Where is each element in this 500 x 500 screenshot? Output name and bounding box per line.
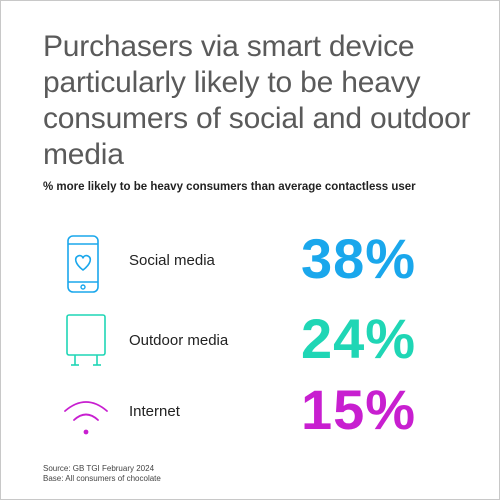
smartphone-heart-icon xyxy=(61,234,105,301)
source-line: Source: GB TGI February 2024 xyxy=(43,464,155,473)
base-line: Base: All consumers of chocolate xyxy=(43,474,161,483)
row-value: 24% xyxy=(301,307,417,370)
row-label: Outdoor media xyxy=(129,332,229,349)
row-outdoor-media: Outdoor media 24% xyxy=(1,306,500,376)
row-internet: Internet 15% xyxy=(1,378,500,451)
row-label: Internet xyxy=(129,403,180,420)
chart-title: Purchasers via smart device particularly… xyxy=(43,30,471,171)
row-label: Social media xyxy=(129,252,215,269)
row-value: 15% xyxy=(301,378,417,441)
source-note: Source: GB TGI February 2024 Base: All c… xyxy=(43,464,161,484)
billboard-icon xyxy=(61,312,111,375)
wifi-icon xyxy=(61,391,111,446)
row-social-media: Social media 38% xyxy=(1,226,500,296)
row-value: 38% xyxy=(301,227,417,290)
chart-subtitle: % more likely to be heavy consumers than… xyxy=(43,181,416,193)
